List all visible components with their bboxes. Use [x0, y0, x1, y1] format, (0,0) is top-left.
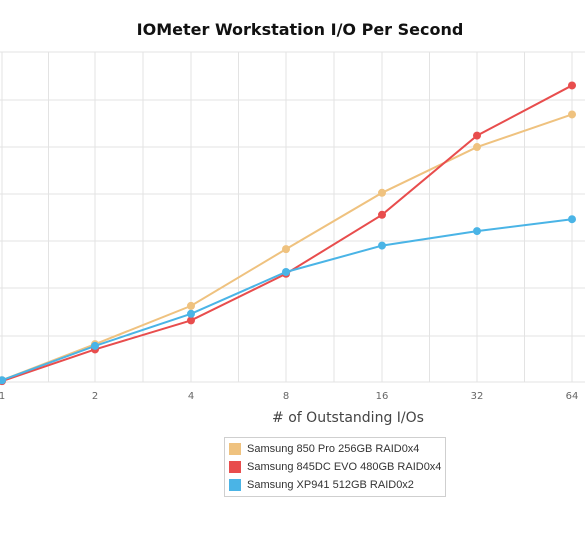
data-point — [473, 131, 481, 140]
legend-item: Samsung XP941 512GB RAID0x2 — [225, 476, 445, 494]
data-point — [378, 241, 386, 250]
chart-grid — [0, 51, 585, 383]
data-point — [568, 81, 576, 90]
x-tick-label: 16 — [376, 391, 389, 402]
legend-item: Samsung 850 Pro 256GB RAID0x4 — [225, 440, 445, 458]
data-point — [187, 316, 195, 325]
x-axis-label: # of Outstanding I/Os — [272, 410, 424, 426]
x-tick-label: 4 — [188, 391, 194, 402]
data-point — [473, 227, 481, 236]
data-point — [187, 309, 195, 318]
chart-legend: Samsung 850 Pro 256GB RAID0x4 Samsung 84… — [224, 437, 446, 497]
legend-swatch-845dc-evo — [229, 461, 241, 473]
legend-label-845dc-evo: Samsung 845DC EVO 480GB RAID0x4 — [247, 461, 442, 473]
data-point — [91, 341, 99, 350]
data-point — [282, 245, 290, 254]
legend-item: Samsung 845DC EVO 480GB RAID0x4 — [225, 458, 445, 476]
data-point — [0, 376, 6, 385]
data-point — [568, 110, 576, 119]
data-point — [378, 210, 386, 219]
series-line — [1, 218, 573, 382]
legend-swatch-xp941 — [229, 479, 241, 491]
x-axis-ticks: 1 2 4 8 16 32 64 — [0, 391, 578, 402]
series-line — [1, 84, 573, 383]
x-tick-label: 1 — [0, 391, 5, 402]
data-point — [473, 143, 481, 152]
legend-label-xp941: Samsung XP941 512GB RAID0x2 — [247, 479, 414, 491]
chart-title: IOMeter Workstation I/O Per Second — [137, 20, 464, 39]
legend-swatch-850-pro — [229, 443, 241, 455]
x-tick-label: 64 — [566, 391, 579, 402]
series-1 — [0, 81, 576, 386]
series-2 — [0, 215, 576, 385]
x-tick-label: 8 — [283, 391, 289, 402]
data-point — [187, 301, 195, 310]
x-tick-label: 32 — [471, 391, 484, 402]
data-point — [378, 188, 386, 197]
x-tick-label: 2 — [92, 391, 98, 402]
legend-label-850-pro: Samsung 850 Pro 256GB RAID0x4 — [247, 443, 420, 455]
data-point — [282, 268, 290, 276]
chart-series — [0, 81, 576, 386]
series-0 — [0, 110, 576, 385]
data-point — [568, 215, 576, 224]
